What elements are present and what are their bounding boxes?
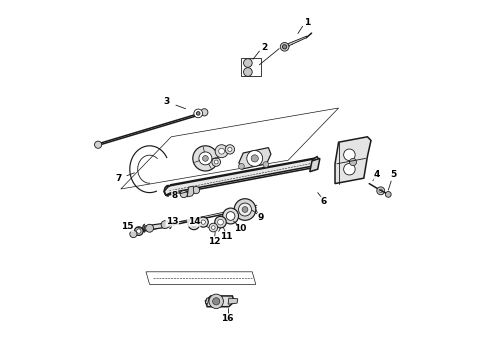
Circle shape <box>343 149 355 161</box>
Polygon shape <box>168 158 317 195</box>
Circle shape <box>214 160 218 164</box>
Text: 10: 10 <box>235 225 247 234</box>
Polygon shape <box>205 296 234 307</box>
Polygon shape <box>164 157 319 195</box>
Polygon shape <box>228 298 238 304</box>
Circle shape <box>244 59 252 67</box>
Circle shape <box>226 212 235 220</box>
Circle shape <box>201 220 205 224</box>
Polygon shape <box>288 36 307 46</box>
Circle shape <box>199 152 212 165</box>
Circle shape <box>137 229 141 233</box>
Polygon shape <box>205 298 209 304</box>
Circle shape <box>379 189 383 193</box>
Polygon shape <box>310 158 320 172</box>
Circle shape <box>386 192 391 197</box>
Circle shape <box>215 216 226 228</box>
Circle shape <box>193 146 218 171</box>
Text: 5: 5 <box>390 171 396 180</box>
Circle shape <box>222 208 239 224</box>
Circle shape <box>218 219 223 225</box>
Text: 7: 7 <box>115 174 122 183</box>
Text: 4: 4 <box>374 171 380 180</box>
Circle shape <box>202 156 208 161</box>
Text: 11: 11 <box>220 232 232 241</box>
Circle shape <box>228 147 232 152</box>
Polygon shape <box>239 148 271 169</box>
Circle shape <box>244 68 252 76</box>
Circle shape <box>239 203 251 216</box>
Text: 15: 15 <box>121 222 134 231</box>
Circle shape <box>193 186 199 194</box>
Circle shape <box>196 112 200 115</box>
Polygon shape <box>168 158 317 187</box>
Polygon shape <box>144 222 170 230</box>
Text: 12: 12 <box>208 237 220 246</box>
Circle shape <box>130 230 137 238</box>
Polygon shape <box>168 185 171 195</box>
Polygon shape <box>187 186 194 197</box>
Circle shape <box>234 199 256 220</box>
Circle shape <box>280 42 289 51</box>
Circle shape <box>247 150 263 166</box>
Text: 8: 8 <box>172 191 178 199</box>
Circle shape <box>95 141 102 148</box>
Circle shape <box>225 145 235 154</box>
Circle shape <box>282 45 287 49</box>
Text: 6: 6 <box>320 197 327 206</box>
Circle shape <box>134 227 143 235</box>
Circle shape <box>219 148 224 154</box>
Circle shape <box>215 145 228 158</box>
Polygon shape <box>335 137 371 184</box>
Circle shape <box>180 190 187 198</box>
Circle shape <box>251 155 258 162</box>
Circle shape <box>191 221 197 227</box>
Text: 16: 16 <box>221 314 234 323</box>
Circle shape <box>194 109 202 118</box>
Text: 1: 1 <box>304 18 310 27</box>
Text: 14: 14 <box>188 217 200 226</box>
Text: 2: 2 <box>261 43 267 52</box>
Circle shape <box>349 158 357 166</box>
Circle shape <box>212 158 220 166</box>
Text: 3: 3 <box>163 97 170 106</box>
Text: 9: 9 <box>258 213 264 222</box>
Circle shape <box>209 294 223 309</box>
Text: 13: 13 <box>166 217 178 226</box>
Circle shape <box>188 218 199 230</box>
Circle shape <box>209 223 218 232</box>
Circle shape <box>213 298 220 305</box>
Circle shape <box>242 207 248 212</box>
Circle shape <box>263 162 269 167</box>
Circle shape <box>146 224 153 232</box>
Circle shape <box>201 109 208 116</box>
Circle shape <box>212 226 215 229</box>
Circle shape <box>161 221 169 229</box>
Circle shape <box>198 217 208 227</box>
Circle shape <box>377 187 385 195</box>
Circle shape <box>239 163 245 169</box>
Circle shape <box>343 163 355 175</box>
